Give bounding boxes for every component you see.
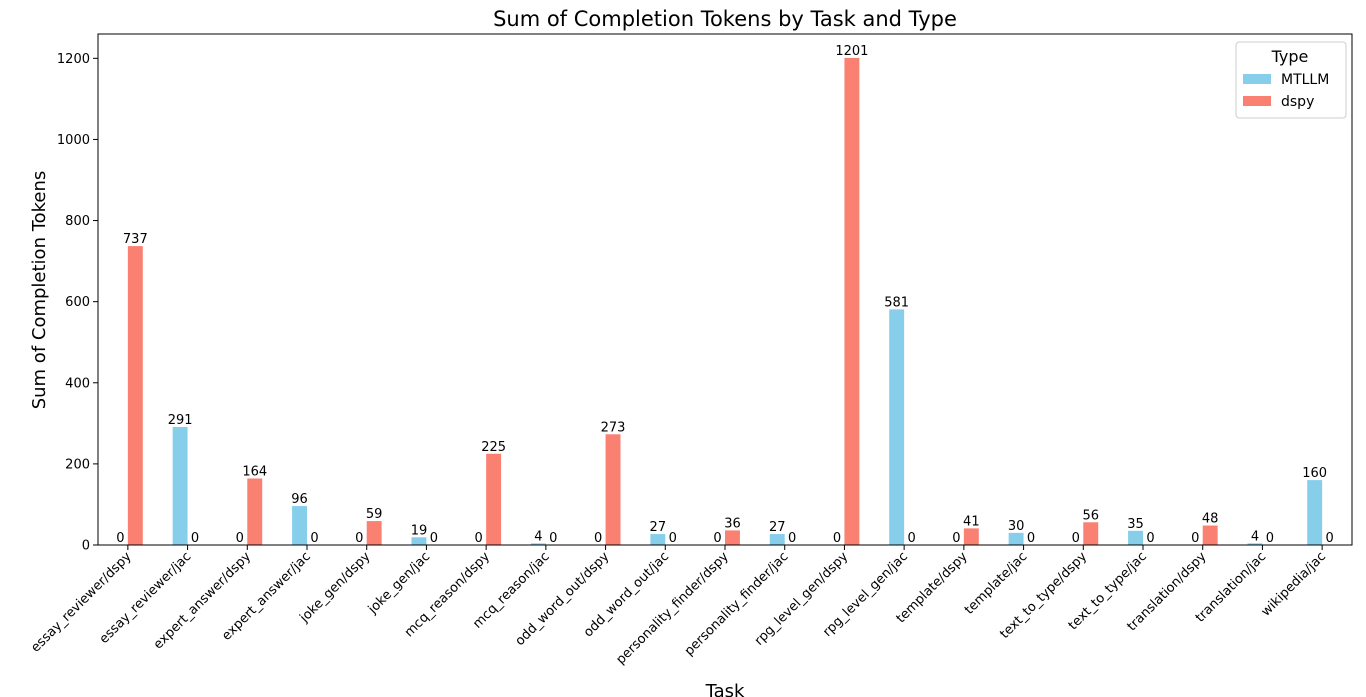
bar-value-label: 164 (242, 464, 267, 479)
bar-dspy-16 (1083, 522, 1099, 545)
legend-label-dspy: dspy (1281, 94, 1314, 110)
bar-dspy-12 (844, 57, 860, 546)
y-tick-label: 800 (65, 214, 90, 229)
bar-value-label: 48 (1202, 512, 1219, 527)
bar-value-label: 27 (769, 520, 786, 535)
legend-swatch-mtllm (1243, 74, 1271, 84)
bar-value-label: 0 (833, 531, 841, 546)
bar-value-label: 0 (713, 531, 721, 546)
bar-mtllm-17 (1128, 530, 1143, 545)
legend-items: MTLLM dspy (1243, 72, 1329, 110)
bar-value-label: 0 (475, 531, 483, 546)
bar-value-label: 0 (430, 531, 438, 546)
bar-value-label: 0 (236, 531, 244, 546)
bar-value-label: 96 (291, 492, 308, 507)
bar-dspy-0 (127, 246, 143, 545)
bar-value-label: 0 (669, 531, 677, 546)
legend-title: Type (1271, 47, 1309, 66)
bar-mtllm-7 (530, 543, 546, 545)
bar-dspy-8 (605, 434, 621, 545)
bar-dspy-2 (247, 478, 263, 545)
bar-mtllm-20 (1307, 480, 1323, 545)
chart-title: Sum of Completion Tokens by Task and Typ… (493, 7, 957, 31)
bar-value-label: 36 (724, 516, 741, 531)
bar-dspy-6 (486, 453, 502, 545)
bar-value-label: 59 (366, 507, 383, 522)
bar-value-label: 0 (191, 531, 199, 546)
bar-value-label: 0 (907, 531, 915, 546)
bar-value-label: 0 (1325, 531, 1333, 546)
bar-value-label: 737 (123, 232, 148, 247)
x-tick-label: personality_finder/dspy (613, 549, 732, 668)
bar-value-label: 160 (1302, 466, 1327, 481)
bar-value-label: 0 (1146, 531, 1154, 546)
bar-mtllm-9 (650, 534, 666, 545)
bar-value-label: 0 (1027, 531, 1035, 546)
bar-value-label: 273 (601, 420, 626, 435)
bar-value-label: 0 (952, 531, 960, 546)
bar-value-label: 4 (534, 529, 542, 544)
bar-value-label: 1201 (835, 44, 868, 59)
bar-value-label: 41 (963, 514, 980, 529)
legend: Type MTLLM dspy (1235, 41, 1347, 119)
bar-value-label: 0 (355, 531, 363, 546)
bar-value-label: 291 (168, 413, 193, 428)
bar-mtllm-5 (411, 537, 427, 545)
x-axis-label: Task (705, 681, 745, 697)
bar-mtllm-11 (769, 534, 785, 545)
bar-value-label: 0 (116, 531, 124, 546)
y-tick-label: 1000 (57, 133, 90, 148)
bars-layer (127, 57, 1323, 546)
y-tick-label: 600 (65, 295, 90, 310)
y-tick-label: 1200 (57, 52, 90, 67)
x-tick-label: expert_answer/dspy (151, 549, 254, 652)
y-axis-label: Sum of Completion Tokens (29, 171, 50, 410)
bar-dspy-4 (366, 521, 382, 545)
bar-mtllm-13 (889, 309, 905, 545)
y-tick-label: 400 (65, 376, 90, 391)
x-axis: essay_reviewer/dspyessay_reviewer/jacexp… (28, 545, 1329, 668)
y-axis: 0 200 400 600 800 1000 1200 (57, 52, 98, 554)
bar-value-label: 0 (310, 531, 318, 546)
bar-dspy-14 (963, 528, 979, 545)
bar-value-label: 56 (1082, 508, 1099, 523)
bar-value-label: 30 (1008, 519, 1025, 534)
bar-mtllm-15 (1008, 532, 1024, 545)
x-tick-label: personality_finder/jac (682, 549, 792, 659)
bar-value-label: 4 (1251, 529, 1259, 544)
bar-value-label: 35 (1127, 517, 1144, 532)
legend-label-mtllm: MTLLM (1281, 72, 1329, 88)
bar-mtllm-1 (172, 426, 188, 545)
bar-value-label: 0 (594, 531, 602, 546)
bar-value-label: 0 (1191, 531, 1199, 546)
plot-frame (97, 33, 1353, 546)
bar-value-label: 225 (481, 440, 506, 455)
legend-swatch-dspy (1243, 96, 1271, 106)
y-tick-label: 0 (82, 539, 90, 554)
bar-value-label: 581 (884, 295, 909, 310)
bar-value-label: 0 (788, 531, 796, 546)
bar-value-label: 0 (1072, 531, 1080, 546)
x-tick-label: essay_reviewer/dspy (28, 549, 135, 656)
bar-mtllm-3 (292, 506, 307, 545)
bar-dspy-18 (1202, 525, 1218, 545)
bar-value-label: 0 (1266, 531, 1274, 546)
bar-value-label: 0 (549, 531, 557, 546)
y-tick-label: 200 (65, 457, 90, 472)
bar-dspy-10 (725, 530, 740, 545)
bar-value-label: 19 (411, 523, 428, 538)
bar-value-label: 27 (650, 520, 667, 535)
bar-mtllm-19 (1247, 543, 1263, 545)
